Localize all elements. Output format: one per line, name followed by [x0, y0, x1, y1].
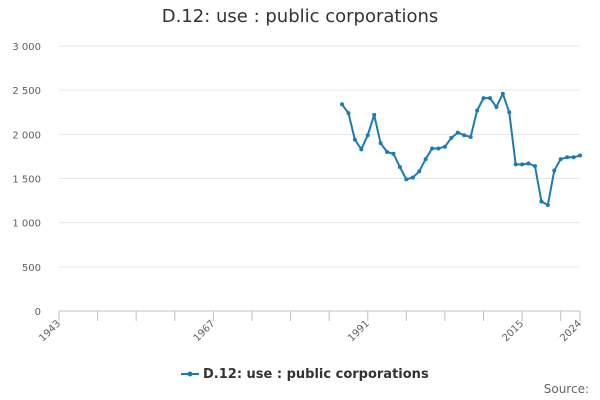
data-point	[378, 141, 383, 146]
data-point	[475, 108, 480, 113]
y-tick-label: 0	[35, 307, 41, 318]
data-point	[462, 133, 467, 138]
series-line	[341, 92, 581, 206]
data-point	[404, 177, 409, 182]
data-point	[500, 91, 505, 96]
y-tick-label: 2 000	[12, 130, 41, 141]
data-point	[397, 165, 402, 170]
axis-layer: 0 500 1 000 1 500 2 000 2 500 3 000 1943 1967 199…	[12, 42, 584, 344]
data-point	[468, 134, 473, 139]
data-point	[372, 112, 377, 117]
legend-point-marker	[187, 371, 193, 377]
data-point	[423, 157, 428, 162]
data-point	[526, 161, 531, 166]
data-point	[520, 162, 525, 167]
data-point	[352, 137, 357, 142]
grid-layer	[59, 45, 580, 268]
data-point	[513, 162, 518, 167]
legend-label[interactable]: D.12: use : public corporations	[203, 367, 429, 382]
data-point	[494, 104, 499, 109]
data-point	[481, 96, 486, 101]
y-tick-label: 500	[22, 263, 41, 274]
data-point	[487, 96, 492, 101]
data-point	[565, 155, 570, 160]
data-point	[532, 164, 537, 169]
source-label[interactable]: Source:	[543, 382, 589, 396]
data-point	[430, 146, 435, 151]
data-point	[340, 102, 345, 107]
data-point	[558, 157, 563, 162]
data-point	[365, 133, 370, 138]
data-point	[571, 155, 576, 160]
y-tick-label: 1 500	[12, 175, 41, 186]
data-point	[442, 144, 447, 149]
data-point	[410, 175, 415, 180]
data-point	[539, 199, 544, 204]
data-point	[436, 146, 441, 151]
series-layer	[340, 91, 582, 207]
x-tick-label: 2024	[558, 318, 584, 344]
legend[interactable]: D.12: use : public corporations	[181, 367, 429, 382]
data-point	[455, 130, 460, 135]
x-tick-label: 2015	[500, 318, 526, 344]
x-tick-label: 1991	[346, 318, 372, 344]
x-tick-label: 1943	[37, 318, 63, 344]
data-point	[545, 203, 550, 207]
data-point	[578, 153, 582, 158]
data-point	[417, 169, 422, 174]
data-point	[385, 150, 390, 154]
x-tick-label: 1967	[192, 318, 218, 344]
chart-title: D.12: use : public corporations	[161, 6, 439, 27]
y-tick-label: 2 500	[12, 86, 41, 97]
data-point	[507, 110, 512, 115]
data-point	[346, 111, 351, 116]
data-point	[359, 147, 364, 152]
y-tick-label: 3 000	[12, 42, 41, 53]
data-point	[391, 151, 396, 156]
data-point	[552, 168, 557, 173]
y-tick-label: 1 000	[12, 219, 41, 230]
data-point	[449, 135, 454, 140]
